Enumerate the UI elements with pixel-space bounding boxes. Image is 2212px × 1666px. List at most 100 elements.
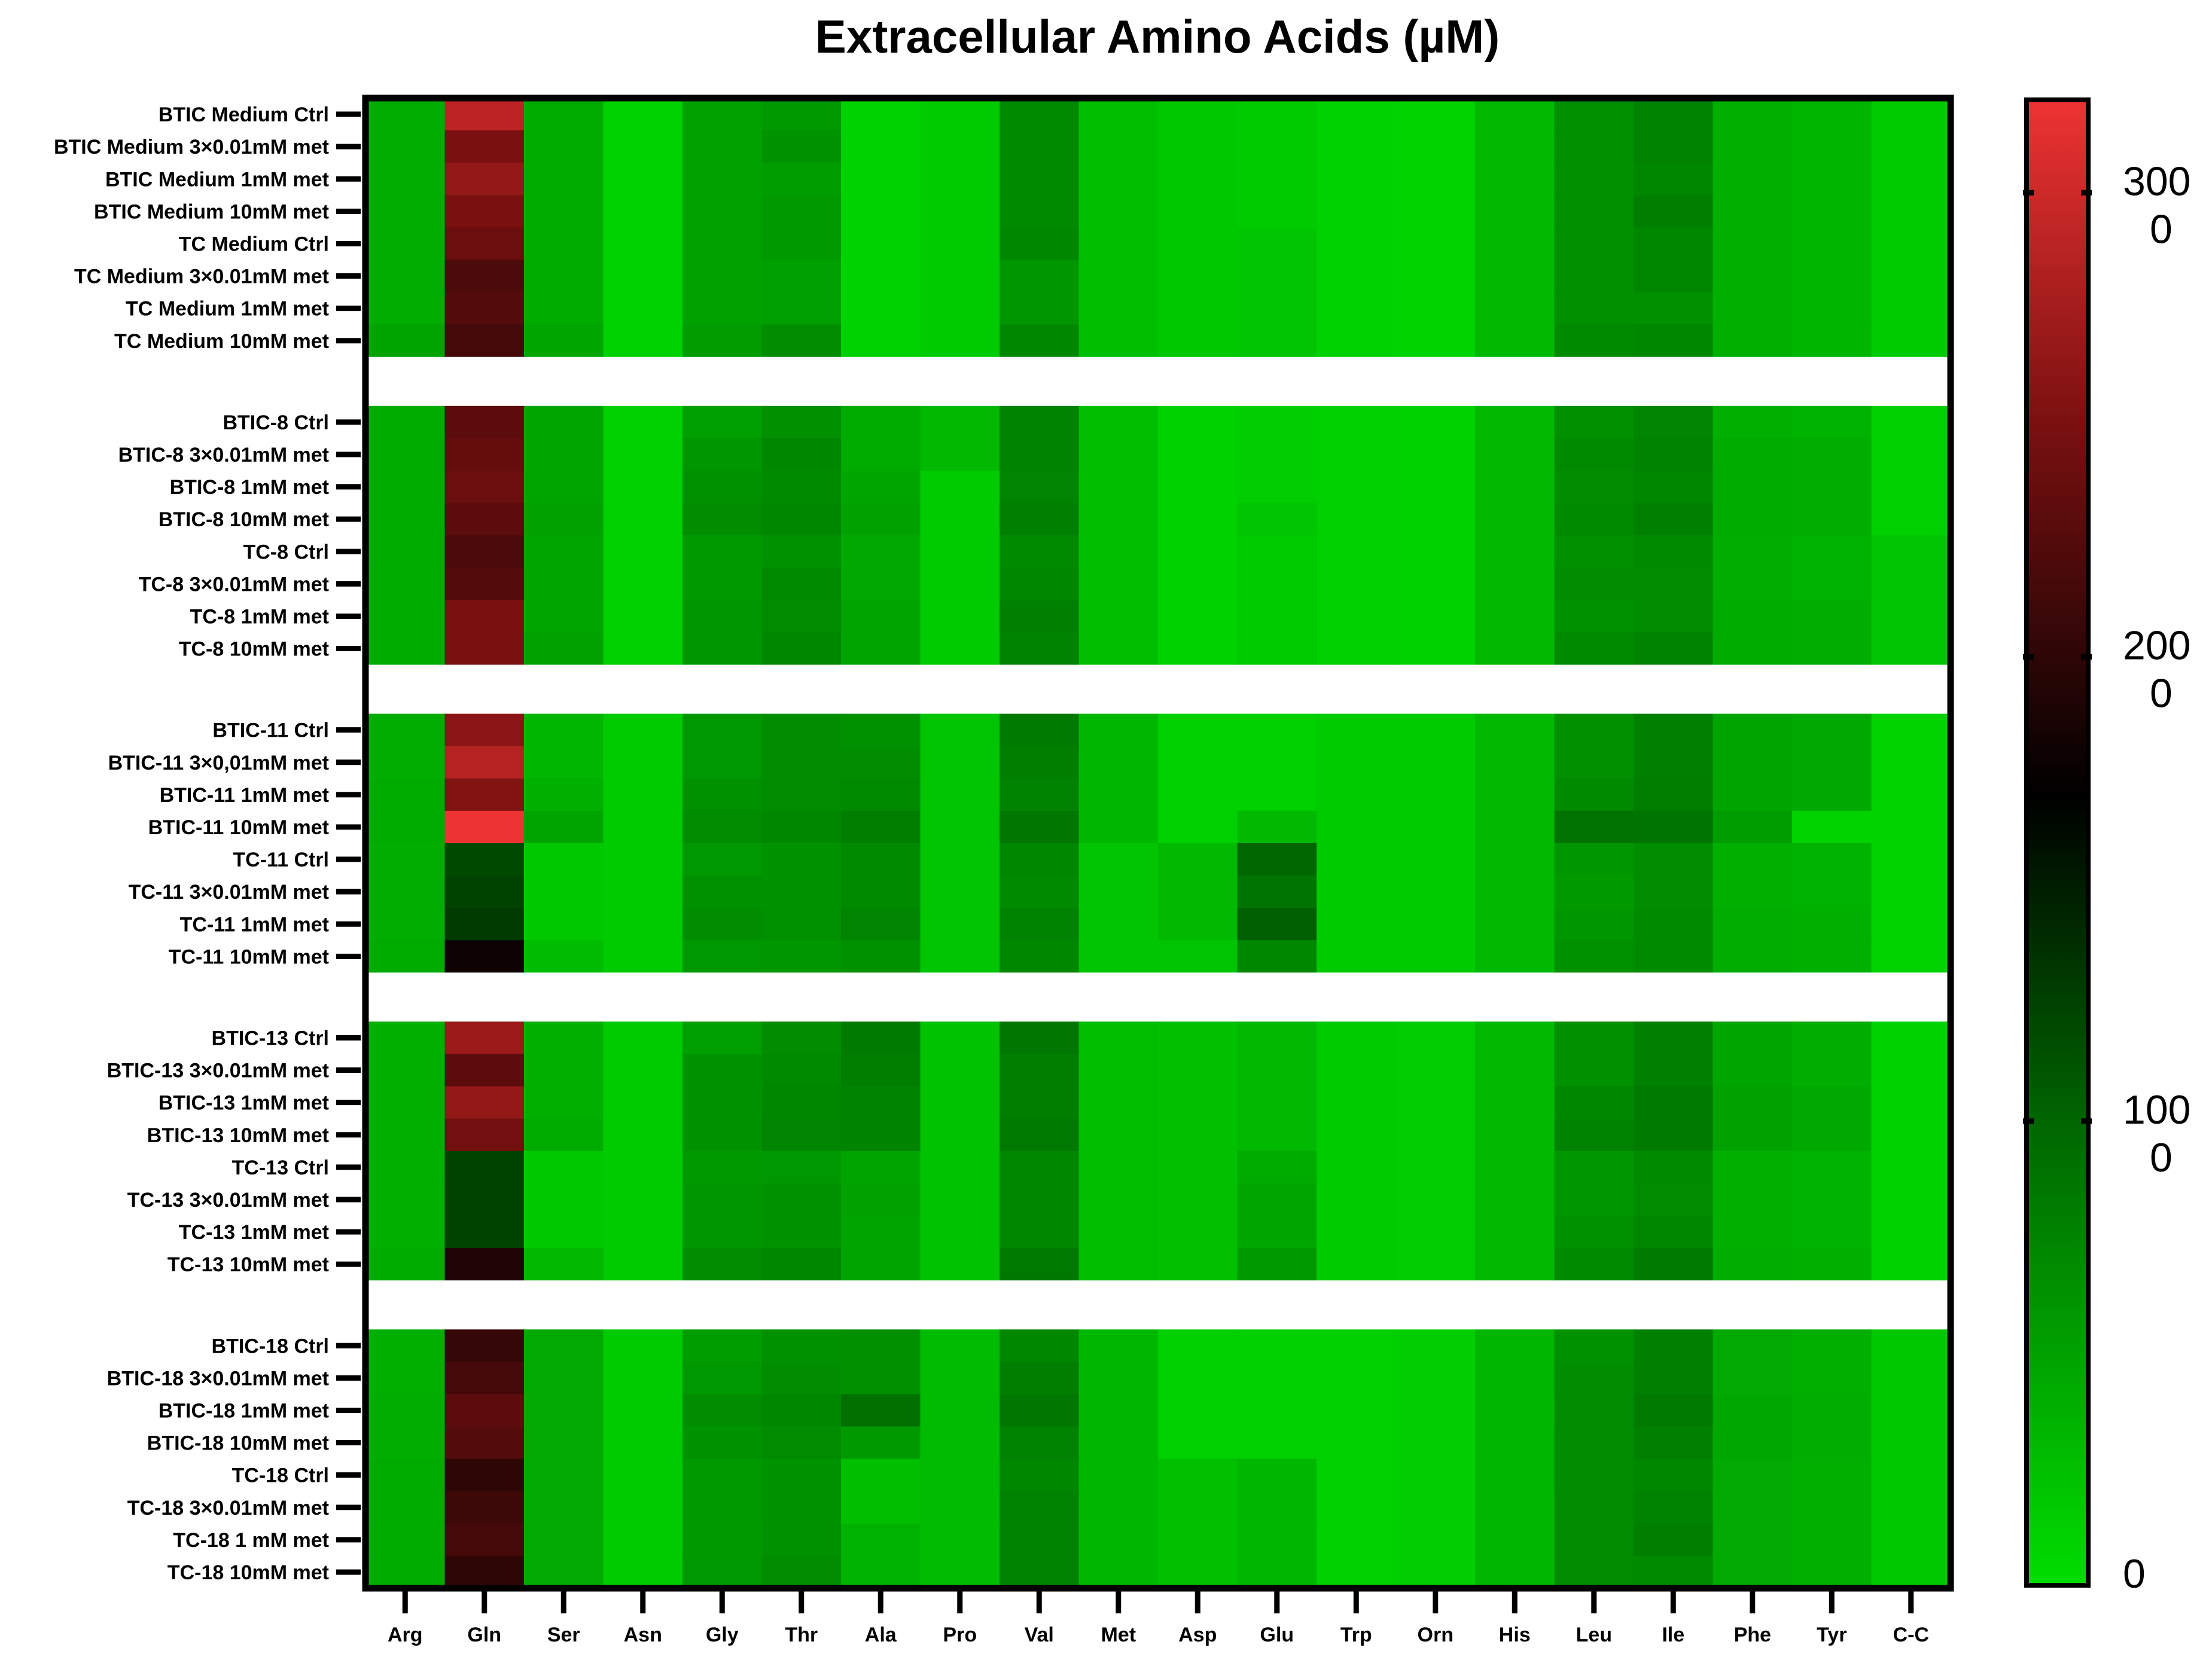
- heatmap-cell: [1792, 130, 1872, 163]
- heatmap-cell: [1158, 1216, 1238, 1249]
- heatmap-cell: [1554, 1555, 1634, 1589]
- heatmap-cell: [1317, 1086, 1397, 1119]
- heatmap-cell: [1000, 1362, 1080, 1395]
- heatmap-cell: [603, 471, 683, 504]
- heatmap-cell: [1000, 1555, 1080, 1589]
- heatmap-cell: [1475, 405, 1555, 439]
- heatmap-cell: [683, 405, 763, 439]
- heatmap-cell: [365, 1183, 446, 1216]
- heatmap-cell: [1792, 843, 1872, 876]
- heatmap-cell: [1871, 1426, 1951, 1460]
- heatmap-cell: [444, 292, 525, 325]
- heatmap-cell: [365, 1491, 446, 1524]
- heatmap-cell: [1000, 746, 1080, 779]
- heatmap-cell: [1713, 1216, 1793, 1249]
- heatmap-cell: [761, 632, 842, 666]
- heatmap-cell: [1792, 1329, 1872, 1362]
- heatmap-cell: [920, 746, 1000, 779]
- heatmap-cell: [920, 260, 1000, 293]
- heatmap-cell: [1396, 746, 1476, 779]
- heatmap-cell: [1000, 163, 1080, 196]
- heatmap-cell: [1237, 1151, 1317, 1184]
- heatmap-cell: [1158, 98, 1238, 131]
- heatmap-cell: [920, 292, 1000, 325]
- heatmap-cell: [1792, 503, 1872, 536]
- heatmap-cell: [1158, 746, 1238, 779]
- heatmap-cell: [1554, 810, 1634, 844]
- heatmap-cell: [761, 195, 842, 228]
- heatmap-cell: [841, 471, 921, 504]
- row-label: TC-13 3×0.01mM met: [127, 1189, 329, 1212]
- heatmap-cell: [683, 875, 763, 908]
- heatmap-cell: [1634, 130, 1714, 163]
- heatmap-cell: [524, 1216, 604, 1249]
- heatmap-cell: [603, 405, 683, 439]
- heatmap-cell: [1237, 746, 1317, 779]
- heatmap-cell: [920, 130, 1000, 163]
- heatmap-cell: [1158, 1523, 1238, 1557]
- heatmap-cell: [444, 1329, 525, 1362]
- heatmap-cell: [1634, 1216, 1714, 1249]
- heatmap-cell: [1475, 567, 1555, 600]
- heatmap-cell: [1158, 1555, 1238, 1589]
- column-label: Gly: [706, 1624, 739, 1646]
- heatmap-cell: [1078, 1523, 1159, 1557]
- heatmap-cell: [1792, 875, 1872, 908]
- heatmap-cell: [1554, 292, 1634, 325]
- heatmap-cell: [1396, 1248, 1476, 1281]
- heatmap-cell: [1396, 1491, 1476, 1524]
- heatmap-cell: [1792, 227, 1872, 261]
- heatmap-cell: [841, 163, 921, 196]
- heatmap-cell: [1000, 471, 1080, 504]
- heatmap-cell: [1554, 98, 1634, 131]
- heatmap-cell: [1317, 843, 1397, 876]
- heatmap-cell: [603, 1458, 683, 1492]
- heatmap-cell: [1713, 843, 1793, 876]
- group-gap: [365, 356, 1951, 406]
- heatmap-cell: [761, 1523, 842, 1557]
- heatmap-cell: [1396, 227, 1476, 261]
- heatmap-cell: [524, 713, 604, 747]
- heatmap-cell: [1634, 1183, 1714, 1216]
- heatmap-cell: [1634, 471, 1714, 504]
- colorbar-tick-label-cont: 0: [2150, 1135, 2173, 1180]
- heatmap-cell: [1792, 1523, 1872, 1557]
- heatmap-cell: [1396, 535, 1476, 568]
- heatmap-cell: [1792, 292, 1872, 325]
- heatmap-cell: [1871, 908, 1951, 941]
- heatmap-cell: [1713, 1394, 1793, 1427]
- heatmap-cell: [444, 908, 525, 941]
- heatmap-cell: [1317, 98, 1397, 131]
- heatmap-cell: [1871, 600, 1951, 633]
- heatmap-cell: [1317, 195, 1397, 228]
- heatmap-cell: [1317, 1183, 1397, 1216]
- column-label: Tyr: [1817, 1624, 1847, 1646]
- heatmap-cell: [524, 1183, 604, 1216]
- heatmap-cell: [841, 1054, 921, 1087]
- heatmap-cell: [444, 1248, 525, 1281]
- heatmap-cell: [761, 1054, 842, 1087]
- column-label: Glu: [1260, 1624, 1294, 1646]
- heatmap-cell: [841, 1394, 921, 1427]
- heatmap-cell: [1000, 1426, 1080, 1460]
- row-label: BTIC Medium 3×0.01mM met: [54, 136, 329, 158]
- column-label: Asn: [624, 1624, 662, 1646]
- heatmap-cell: [920, 98, 1000, 131]
- heatmap-cell: [1000, 535, 1080, 568]
- heatmap-cell: [1634, 1248, 1714, 1281]
- heatmap-cell: [1713, 405, 1793, 439]
- heatmap-cell: [1078, 195, 1159, 228]
- heatmap-cell: [365, 260, 446, 293]
- heatmap-cell: [365, 632, 446, 666]
- heatmap-cell: [1000, 875, 1080, 908]
- heatmap-cell: [920, 940, 1000, 973]
- heatmap-cell: [524, 940, 604, 973]
- heatmap-cell: [444, 843, 525, 876]
- column-label: Gln: [467, 1624, 501, 1646]
- heatmap-cell: [1713, 1086, 1793, 1119]
- heatmap-cell: [1713, 1426, 1793, 1460]
- heatmap-cell: [761, 503, 842, 536]
- heatmap-cell: [365, 503, 446, 536]
- heatmap-cell: [1078, 292, 1159, 325]
- heatmap-cell: [1554, 567, 1634, 600]
